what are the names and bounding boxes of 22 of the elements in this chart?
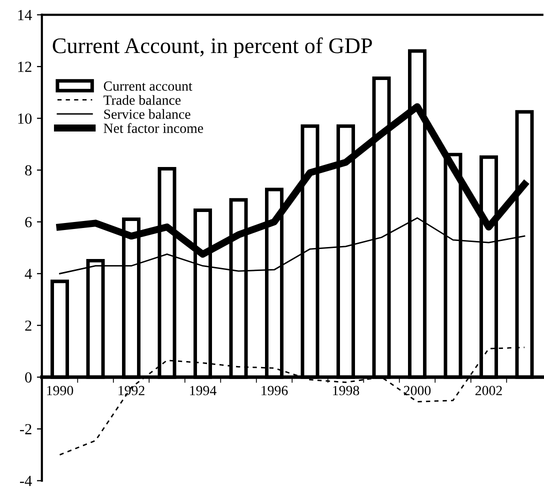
x-tick-label: 1998 xyxy=(333,386,360,396)
x-tick-label: 1994 xyxy=(190,386,216,396)
legend-label: Current account xyxy=(104,81,192,91)
y-tick-label: -4 xyxy=(20,476,32,486)
x-tick-label: 1990 xyxy=(47,386,74,396)
y-tick-label: 14 xyxy=(18,10,32,20)
y-tick-label: 4 xyxy=(24,268,32,279)
y-tick-label: -2 xyxy=(20,424,32,434)
x-tick-label: 2000 xyxy=(404,386,431,396)
y-tick-label: 8 xyxy=(25,165,32,176)
legend-label: Net factor income xyxy=(104,123,204,133)
legend-label: Trade balance xyxy=(104,95,181,105)
x-tick-label: 1996 xyxy=(262,386,288,396)
x-tick-label: 1992 xyxy=(118,386,144,396)
y-tick-label: 2 xyxy=(25,320,32,331)
legend-label: Service balance xyxy=(104,109,190,119)
y-tick-label: 10 xyxy=(18,113,32,124)
y-tick-label: 0 xyxy=(25,372,32,383)
text: Current Account, in percent of GDP xyxy=(52,37,372,58)
y-tick-label: 6 xyxy=(25,217,32,228)
y-tick-label: 12 xyxy=(18,62,32,72)
x-tick-label: 2002 xyxy=(475,386,502,396)
